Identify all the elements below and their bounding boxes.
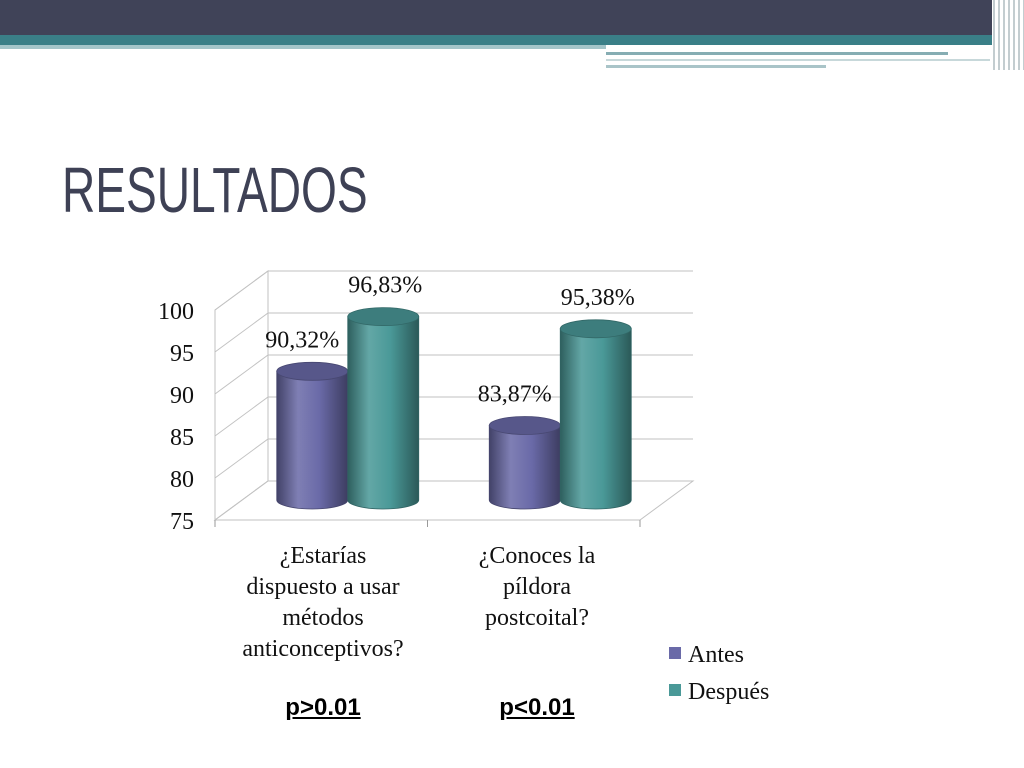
legend-label: Después [688, 679, 770, 705]
header-band-dark [0, 0, 992, 35]
legend-item-despues: Después [669, 677, 809, 707]
data-label: 95,38% [561, 285, 635, 311]
header-edge-lines [993, 0, 1024, 70]
legend: Antes Después [669, 640, 809, 710]
y-tick-label: 75 [170, 509, 194, 535]
category-label: ¿Estarías dispuesto a usar métodos antic… [242, 543, 404, 662]
bar-antes-2 [488, 416, 561, 510]
legend-swatch-despues [669, 684, 681, 696]
bar-despues-1 [347, 307, 420, 510]
chart-side-wall [214, 270, 269, 521]
y-tick-label: 85 [170, 425, 194, 451]
y-tick-label: 100 [158, 299, 194, 325]
header-rule [606, 65, 826, 68]
bar-top [347, 307, 420, 327]
gridline [214, 312, 693, 353]
category-label: ¿Conoces la píldora postcoital? [478, 543, 596, 631]
header-rule [606, 52, 948, 55]
bar-top [488, 416, 561, 435]
data-label: 96,83% [348, 273, 422, 299]
gridline [214, 354, 693, 395]
y-tick-label: 80 [170, 467, 194, 493]
header-band-teal [0, 35, 992, 45]
bar-body [276, 370, 349, 510]
header-rule [606, 59, 990, 61]
gridline [214, 396, 693, 437]
bar-antes-1 [276, 361, 349, 510]
bar-top [276, 361, 349, 381]
header-band-teal-light [0, 45, 606, 49]
legend-label: Antes [688, 642, 744, 668]
data-label: 83,87% [478, 381, 552, 407]
gridline [214, 270, 693, 311]
bar-body [347, 316, 420, 510]
bar-despues-2 [559, 319, 632, 510]
y-tick-label: 90 [170, 383, 194, 409]
legend-item-antes: Antes [669, 640, 809, 670]
p-value-annotation: p>0.01 [285, 694, 361, 721]
p-value-annotation: p<0.01 [499, 694, 575, 721]
y-tick-label: 95 [170, 341, 194, 367]
slide-title: RESULTADOS [62, 154, 368, 226]
bar-body [559, 328, 632, 510]
data-label: 90,32% [265, 327, 339, 353]
legend-swatch-antes [669, 647, 681, 659]
bar-body [488, 425, 561, 510]
bar-top [559, 319, 632, 339]
